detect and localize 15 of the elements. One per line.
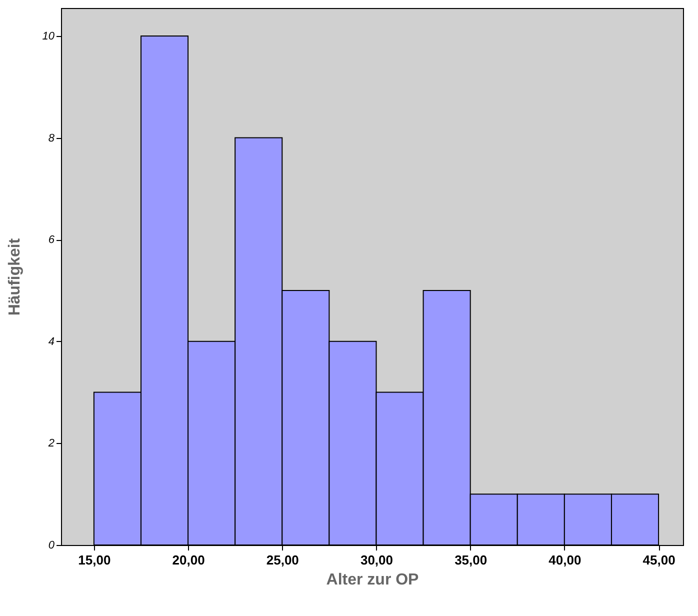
y-tick-label: 8 [48,132,56,144]
x-axis-title: Alter zur OP [326,572,420,588]
y-tick-label: 0 [48,540,56,552]
x-tick-label: 45,00 [642,552,676,568]
x-tick-label: 15,00 [78,552,111,568]
x-tick-label: 20,00 [172,552,205,568]
x-tick-label: 30,00 [360,552,394,568]
y-tick-label: 2 [47,438,54,450]
y-tick-label: 4 [48,336,54,348]
x-tick-label: 40,00 [548,552,582,568]
y-tick-label: 10 [42,30,56,42]
x-tick-label: 35,00 [454,552,488,568]
y-tick-label: 6 [48,234,56,246]
y-axis-title: Häufigkeit [6,238,24,316]
x-tick-label: 25,00 [266,552,299,568]
